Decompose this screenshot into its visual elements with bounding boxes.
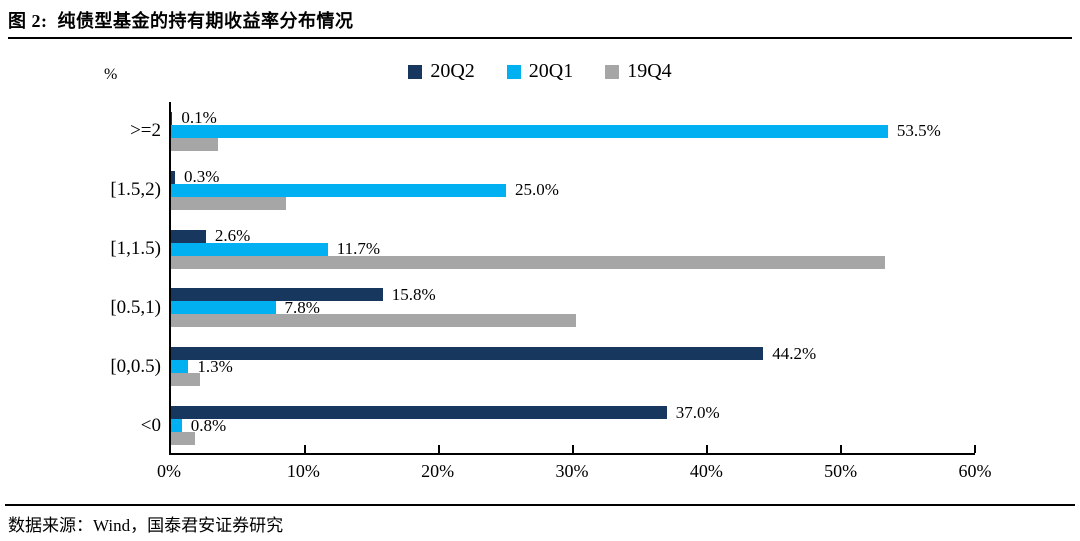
bar-20q1-cat3 — [171, 301, 276, 315]
bar-value-label-20q1-cat4: 1.3% — [197, 356, 233, 376]
bar-value-label-20q2-cat2: 2.6% — [214, 226, 251, 246]
y-category-label-4: [0,0.5) — [110, 355, 161, 377]
y-category-label-3: [0.5,1) — [110, 296, 161, 318]
bar-value-label-20q1-cat3: 7.8% — [284, 297, 320, 317]
bar-20q1-cat5 — [171, 419, 182, 433]
bar-slot-19q4-0 — [171, 137, 975, 151]
bar-value-label-20q1-cat0: 53.5% — [896, 121, 941, 141]
bar-slot-20q1-0: 53.5% — [171, 121, 975, 140]
x-axis-tick-4 — [705, 445, 708, 453]
x-axis-tick-5 — [840, 445, 842, 453]
plot-area: 0.1% 53.5% 0.3% 25.0% 2.6% 11.7% 15.8% 7.8% 44.2… — [169, 102, 976, 455]
x-axis-tick-label-0: 0% — [157, 461, 181, 481]
category-row-4: 44.2% 1.3% — [171, 337, 975, 396]
y-category-label-0: >=2 — [130, 120, 161, 142]
bar-value-label-20q2-cat4: 44.2% — [772, 343, 817, 363]
bar-19q4-cat4 — [171, 373, 201, 387]
bar-20q1-cat4 — [171, 360, 189, 374]
bar-slot-20q2-1: 0.3% — [171, 167, 975, 186]
x-axis-tick-label-4: 40% — [689, 461, 723, 481]
x-axis-tick-label-1: 10% — [286, 461, 320, 481]
bar-19q4-cat3 — [171, 314, 576, 328]
x-axis-tick-label-3: 30% — [555, 461, 589, 481]
bar-value-label-20q1-cat2: 11.7% — [336, 239, 381, 259]
y-category-label-1: [1.5,2) — [110, 179, 161, 201]
category-row-5: 37.0% 0.8% — [171, 396, 975, 455]
bar-value-label-20q1-cat5: 0.8% — [190, 415, 227, 435]
category-row-0: 0.1% 53.5% — [171, 102, 975, 161]
x-axis-tick-label-6: 60% — [958, 461, 992, 481]
legend-item-20q2: 20Q2 — [408, 60, 475, 83]
bar-value-label-20q2-cat5: 37.0% — [675, 402, 720, 422]
bar-20q2-cat5 — [171, 406, 667, 420]
bar-slot-19q4-3 — [171, 314, 975, 328]
bar-slot-19q4-4 — [171, 373, 975, 387]
bar-20q2-cat0 — [171, 111, 173, 125]
x-axis-tick-label-5: 50% — [824, 461, 858, 481]
x-axis-tick-1 — [303, 445, 306, 453]
legend-label-20q2: 20Q2 — [430, 60, 475, 82]
bar-20q1-cat2 — [171, 242, 328, 256]
source-rule — [5, 504, 1075, 506]
legend-swatch-20q1 — [506, 64, 521, 79]
x-axis-tick-3 — [572, 445, 574, 453]
bar-20q2-cat2 — [171, 229, 206, 243]
bar-20q1-cat0 — [171, 124, 888, 138]
legend-item-20q1: 20Q1 — [506, 60, 574, 83]
x-axis-tick-2 — [437, 445, 440, 453]
y-category-label-5: <0 — [140, 414, 161, 436]
source-text: 数据来源：Wind，国泰君安证券研究 — [8, 516, 284, 535]
bar-slot-20q1-5: 0.8% — [171, 416, 975, 435]
bar-20q1-cat1 — [171, 183, 506, 197]
bar-slot-19q4-5 — [171, 432, 975, 446]
bar-slot-20q2-4: 44.2% — [171, 344, 975, 363]
bar-20q2-cat3 — [171, 288, 383, 302]
bar-20q2-cat4 — [171, 347, 764, 361]
bar-slot-20q2-0: 0.1% — [171, 108, 975, 127]
bar-19q4-cat5 — [171, 432, 196, 446]
x-axis-tick-6 — [974, 445, 976, 453]
bar-19q4-cat0 — [171, 137, 218, 151]
bar-value-label-20q1-cat1: 25.0% — [515, 180, 559, 200]
legend-label-20q1: 20Q1 — [528, 60, 574, 82]
bar-slot-19q4-1 — [171, 196, 975, 210]
y-category-label-2: [1,1.5) — [110, 238, 161, 260]
bar-slot-19q4-2 — [171, 255, 975, 269]
legend-swatch-19q4 — [605, 64, 620, 79]
bar-slot-20q2-3: 15.8% — [171, 285, 975, 304]
title-rule — [8, 37, 1072, 39]
bar-20q2-cat1 — [171, 170, 176, 184]
bar-value-label-20q2-cat3: 15.8% — [391, 284, 436, 304]
x-axis-tick-label-2: 20% — [421, 461, 455, 481]
category-row-1: 0.3% 25.0% — [171, 161, 975, 220]
legend-item-19q4: 19Q4 — [605, 60, 672, 83]
bar-slot-20q1-2: 11.7% — [171, 239, 975, 258]
bar-slot-20q1-3: 7.8% — [171, 298, 975, 317]
bar-19q4-cat2 — [171, 255, 886, 269]
category-row-2: 2.6% 11.7% — [171, 220, 975, 279]
bar-slot-20q1-4: 1.3% — [171, 357, 975, 376]
figure-title: 图 2: 纯债型基金的持有期收益率分布情况 — [8, 11, 354, 31]
bar-value-label-20q2-cat0: 0.1% — [181, 108, 217, 128]
bar-slot-20q1-1: 25.0% — [171, 180, 975, 199]
legend: 20Q2 20Q1 19Q4 — [0, 60, 1080, 83]
category-row-3: 15.8% 7.8% — [171, 279, 975, 338]
y-axis-unit-label: % — [104, 66, 118, 83]
bar-slot-20q2-5: 37.0% — [171, 403, 975, 422]
bar-value-label-20q2-cat1: 0.3% — [184, 167, 220, 187]
bar-slot-20q2-2: 2.6% — [171, 226, 975, 245]
bar-19q4-cat1 — [171, 196, 287, 210]
legend-label-19q4: 19Q4 — [627, 60, 672, 82]
legend-swatch-20q2 — [408, 64, 423, 79]
